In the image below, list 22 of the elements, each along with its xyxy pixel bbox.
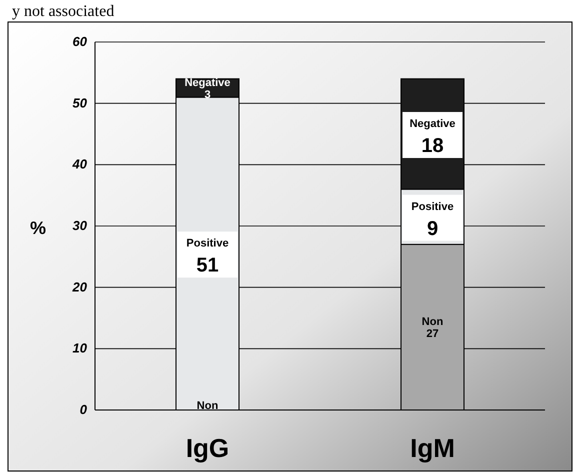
series-label: Negative <box>184 77 230 89</box>
data-label: 9 <box>426 218 438 240</box>
y-tick-label: 20 <box>72 279 88 294</box>
data-label: 27 <box>426 328 439 340</box>
x-tick-label: IgG <box>186 433 230 463</box>
x-tick-label: IgM <box>410 433 455 463</box>
data-label: 3 <box>204 89 211 101</box>
series-label: Non <box>422 316 444 328</box>
y-axis-title: % <box>30 218 46 238</box>
text: Negative <box>410 118 456 130</box>
y-tick-label: 10 <box>72 340 88 356</box>
y-tick-label: 60 <box>72 34 88 49</box>
y-tick-label: 40 <box>72 156 88 172</box>
y-tick-label: 0 <box>80 402 88 417</box>
data-label: 18 <box>421 135 444 157</box>
text: Positive <box>186 238 229 250</box>
data-label: 51 <box>196 254 219 277</box>
series-label: Positive <box>411 200 454 213</box>
text: Non <box>196 400 218 412</box>
y-tick-label: 30 <box>72 218 88 233</box>
chart-title: y not associated <box>12 3 114 20</box>
y-tick-label: 50 <box>72 95 88 110</box>
